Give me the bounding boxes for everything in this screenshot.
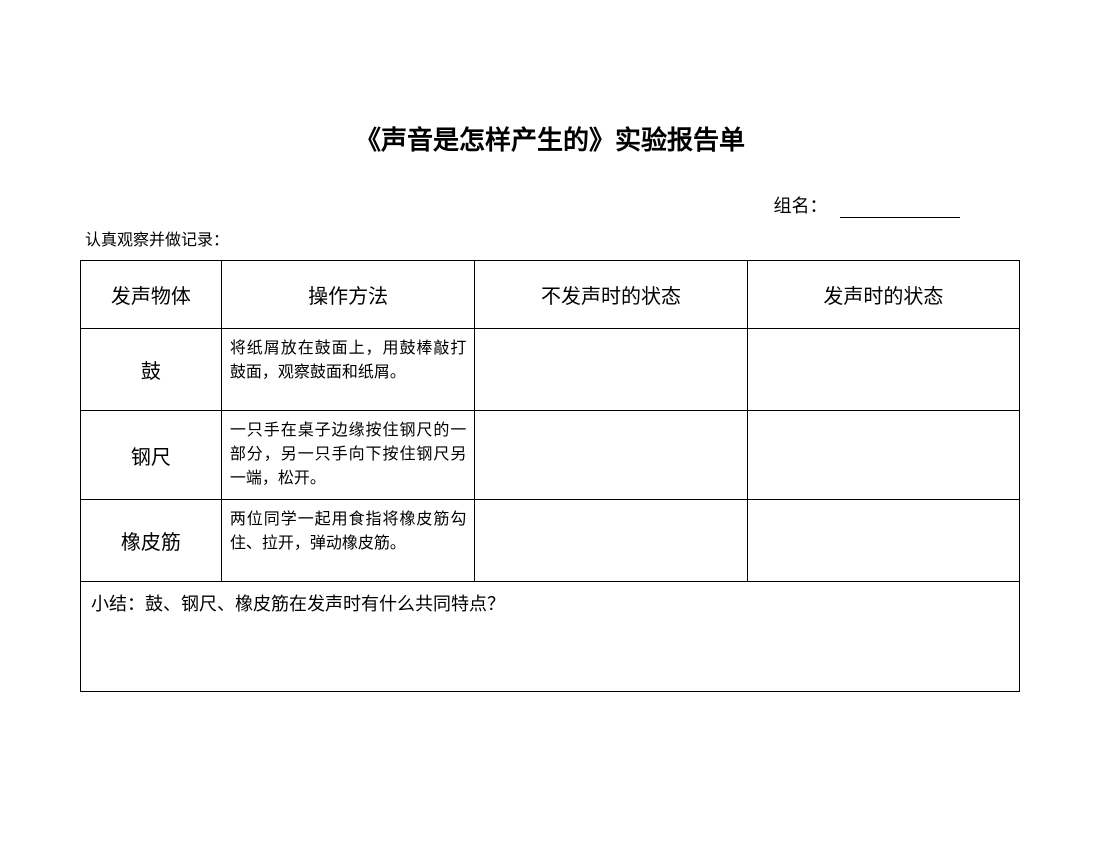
method-cell: 将纸屑放在鼓面上，用鼓棒敲打鼓面，观察鼓面和纸屑。 bbox=[221, 329, 475, 411]
sound-cell[interactable] bbox=[747, 329, 1019, 411]
no-sound-cell[interactable] bbox=[475, 500, 747, 582]
table-header-row: 发声物体 操作方法 不发声时的状态 发声时的状态 bbox=[81, 261, 1020, 329]
sound-cell[interactable] bbox=[747, 500, 1019, 582]
object-cell: 鼓 bbox=[81, 329, 222, 411]
no-sound-cell[interactable] bbox=[475, 411, 747, 500]
document-title: 《声音是怎样产生的》实验报告单 bbox=[80, 120, 1020, 157]
group-label: 组名： bbox=[774, 192, 828, 218]
group-name-blank[interactable] bbox=[840, 198, 960, 218]
header-no-sound: 不发声时的状态 bbox=[475, 261, 747, 329]
no-sound-cell[interactable] bbox=[475, 329, 747, 411]
instruction-text: 认真观察并做记录： bbox=[80, 226, 1020, 250]
header-method: 操作方法 bbox=[221, 261, 475, 329]
experiment-table: 发声物体 操作方法 不发声时的状态 发声时的状态 鼓 将纸屑放在鼓面上，用鼓棒敲… bbox=[80, 260, 1020, 692]
method-cell: 一只手在桌子边缘按住钢尺的一部分，另一只手向下按住钢尺另一端，松开。 bbox=[221, 411, 475, 500]
sound-cell[interactable] bbox=[747, 411, 1019, 500]
summary-cell[interactable]: 小结：鼓、钢尺、橡皮筋在发声时有什么共同特点？ bbox=[81, 582, 1020, 692]
header-sound: 发声时的状态 bbox=[747, 261, 1019, 329]
method-cell: 两位同学一起用食指将橡皮筋勾住、拉开，弹动橡皮筋。 bbox=[221, 500, 475, 582]
table-row: 钢尺 一只手在桌子边缘按住钢尺的一部分，另一只手向下按住钢尺另一端，松开。 bbox=[81, 411, 1020, 500]
table-row: 橡皮筋 两位同学一起用食指将橡皮筋勾住、拉开，弹动橡皮筋。 bbox=[81, 500, 1020, 582]
object-cell: 橡皮筋 bbox=[81, 500, 222, 582]
table-row: 鼓 将纸屑放在鼓面上，用鼓棒敲打鼓面，观察鼓面和纸屑。 bbox=[81, 329, 1020, 411]
object-cell: 钢尺 bbox=[81, 411, 222, 500]
header-object: 发声物体 bbox=[81, 261, 222, 329]
group-name-line: 组名： bbox=[80, 192, 1020, 218]
summary-row: 小结：鼓、钢尺、橡皮筋在发声时有什么共同特点？ bbox=[81, 582, 1020, 692]
